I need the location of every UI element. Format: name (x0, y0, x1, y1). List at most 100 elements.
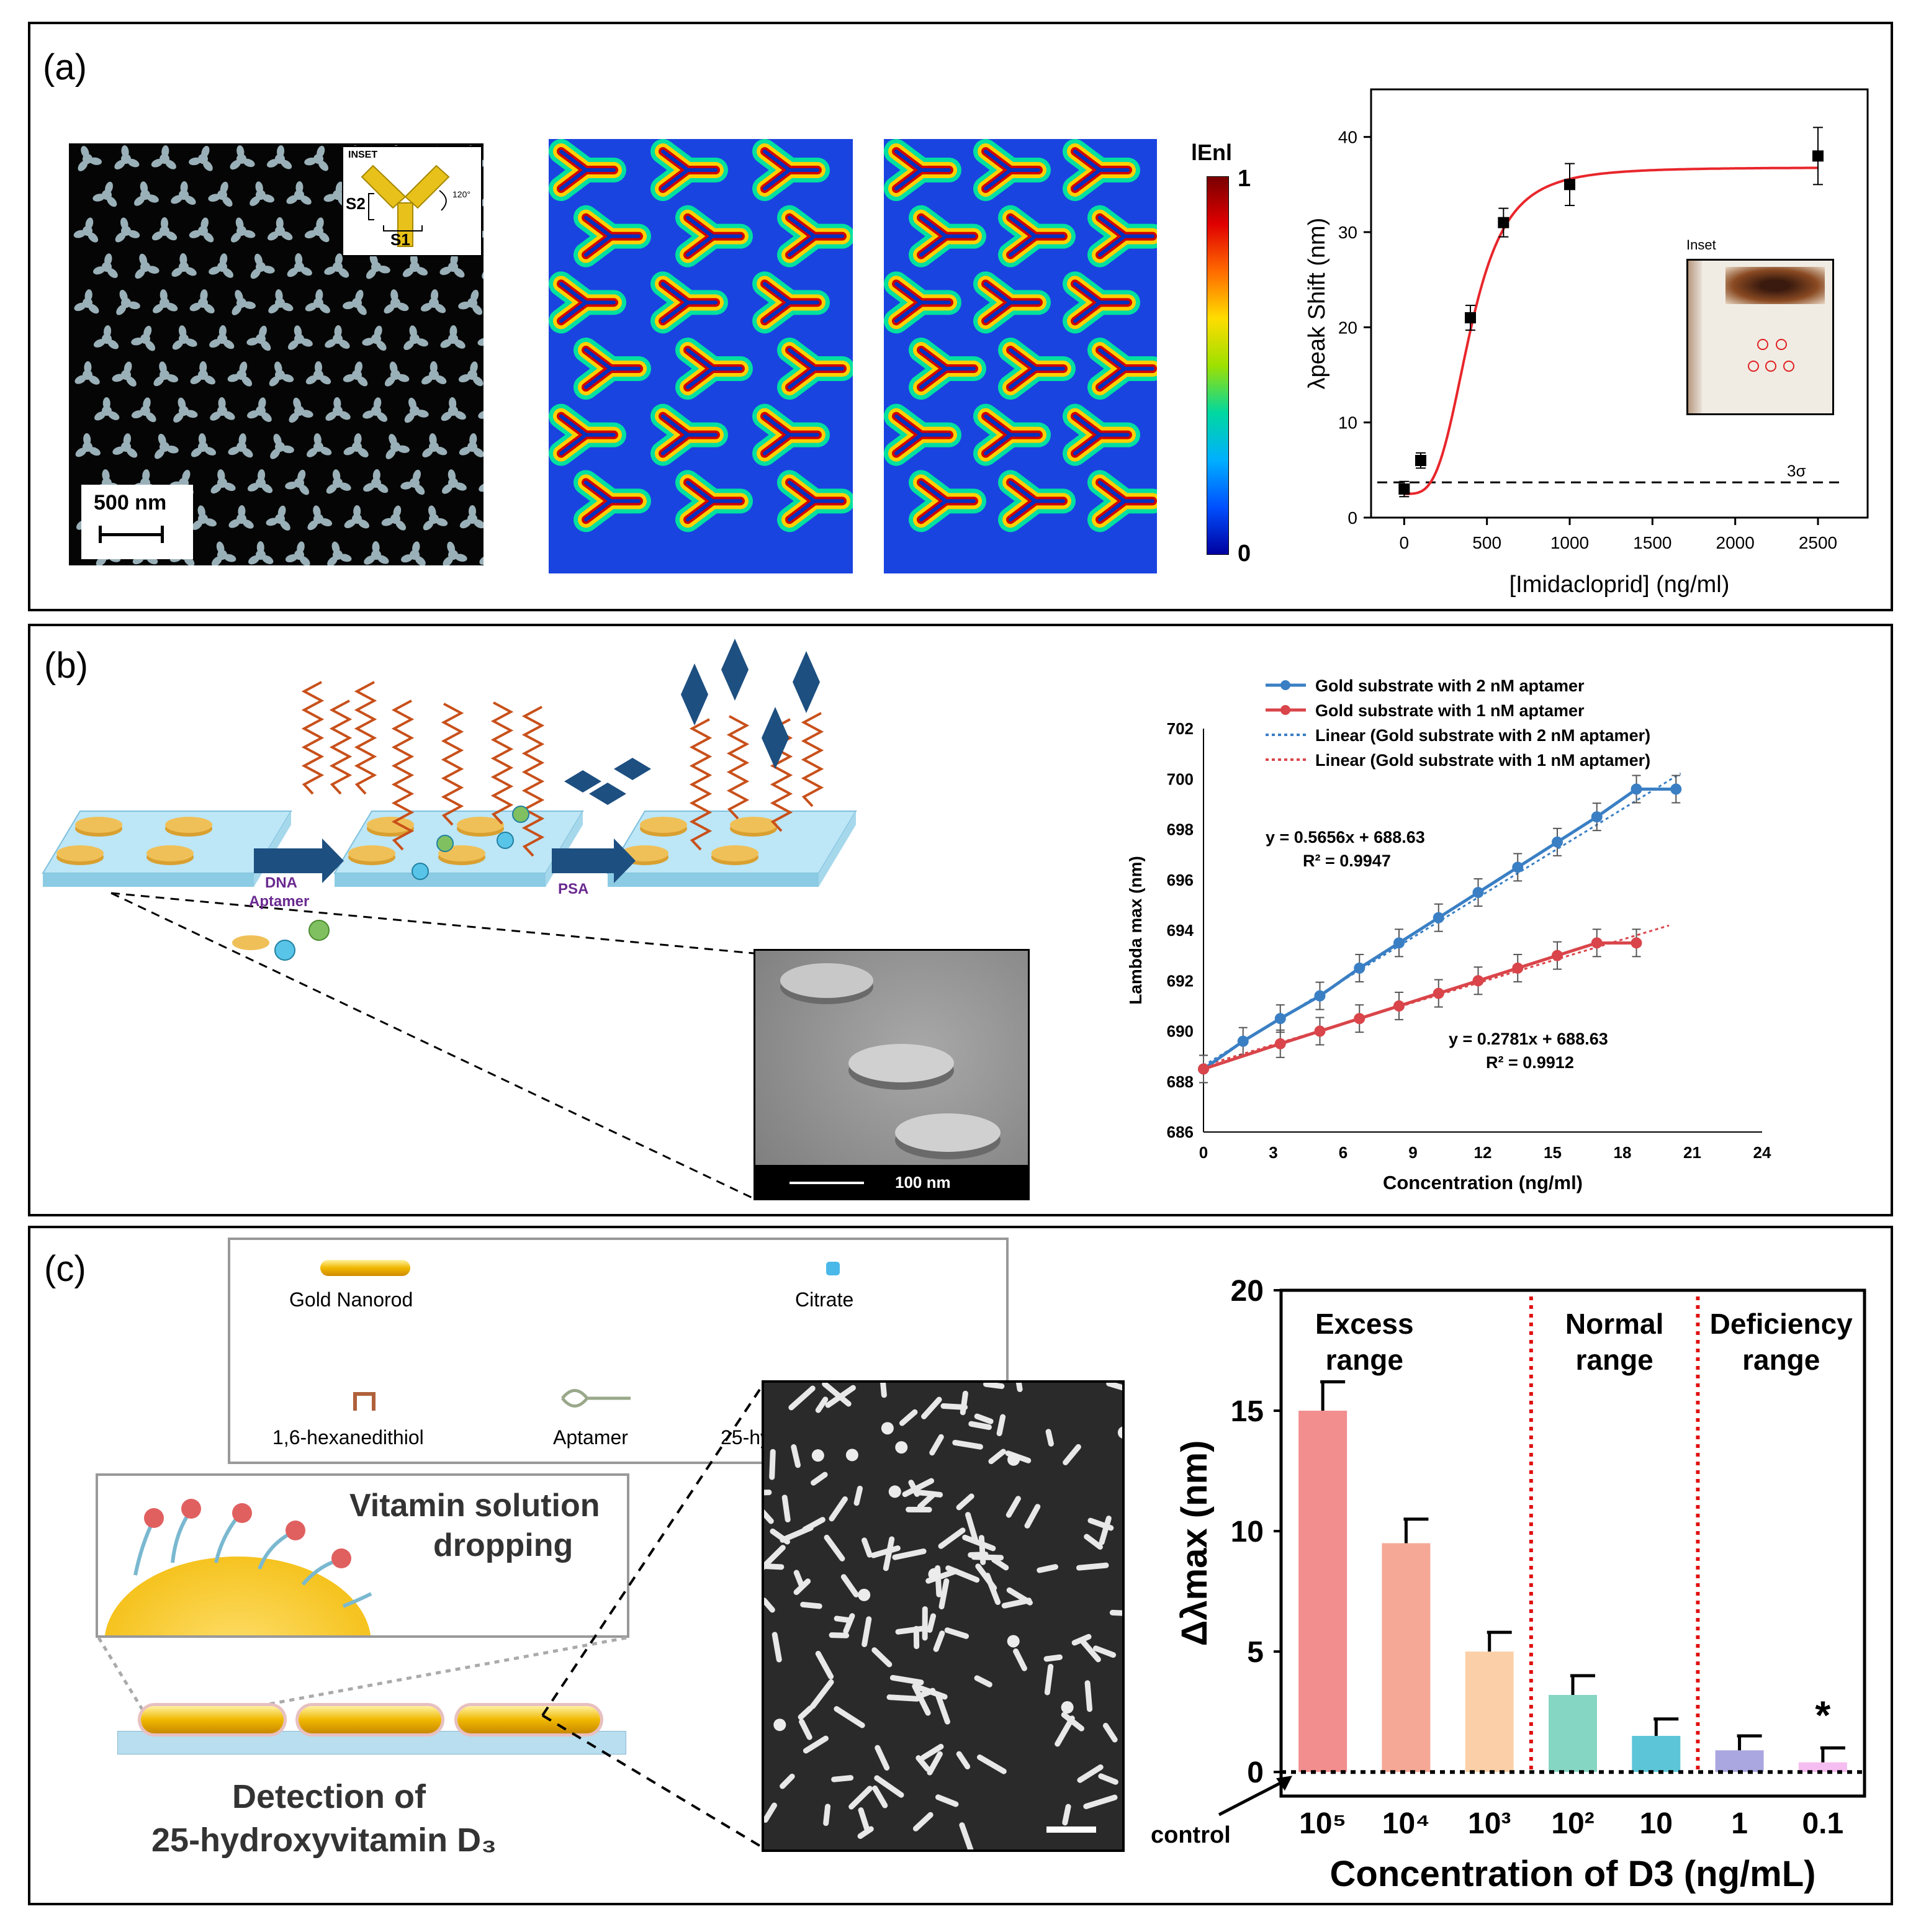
nanostructure (92, 181, 117, 207)
nanorod (764, 1545, 786, 1570)
y-tick-label: 694 (1167, 921, 1194, 940)
nanorod (952, 1439, 983, 1450)
range-label: Deficiency (1710, 1308, 1853, 1340)
nanorod (843, 1613, 855, 1634)
x-tick-label: 3 (1269, 1143, 1277, 1162)
nanorod (791, 1444, 801, 1468)
sem-disk-image: 100 nm (754, 949, 1030, 1200)
data-point (1415, 455, 1426, 466)
thiol-atom (436, 835, 454, 852)
nanosphere (888, 1485, 901, 1498)
zoom-guide (110, 892, 754, 1200)
field-hotspot (1087, 338, 1157, 400)
nanorod-2 (299, 1706, 441, 1733)
nanosphere (928, 1568, 941, 1581)
nanorod (834, 1615, 853, 1624)
x-tick-label: 0 (1199, 1143, 1208, 1162)
x-tick-label: 2500 (1799, 533, 1837, 552)
nanostructure (266, 505, 290, 531)
nanorod (1084, 1680, 1093, 1712)
range-label: range (1576, 1344, 1653, 1376)
x-tick-label: 10⁵ (1299, 1807, 1346, 1840)
field-hotspot (752, 271, 830, 334)
nanorod (858, 1807, 870, 1831)
substrate (117, 1731, 626, 1755)
nanostructure (344, 505, 369, 529)
nanostructure (228, 505, 254, 529)
y-tick-label: 686 (1167, 1123, 1194, 1141)
nanostructure (384, 289, 409, 314)
y-tick-label: 690 (1167, 1022, 1194, 1041)
psa-protein (681, 663, 708, 726)
dna-strand (441, 703, 464, 826)
step-aptamer-label: Aptamer (249, 893, 310, 910)
range-label: range (1742, 1344, 1820, 1376)
scale-bar (100, 533, 162, 536)
x-tick-label: 24 (1753, 1143, 1771, 1162)
nanostructure (305, 289, 330, 313)
nanostructure (327, 541, 352, 565)
y-shape-icon (361, 164, 450, 247)
nanorod (921, 1396, 942, 1419)
y-tick-label: 20 (1338, 318, 1357, 337)
range-label: Excess (1315, 1308, 1414, 1340)
nanorod (872, 1786, 888, 1808)
x-tick-label: 15 (1544, 1143, 1562, 1162)
field-hotspot (909, 470, 986, 532)
nanostructure (402, 253, 428, 277)
x-tick-label: 6 (1339, 1143, 1347, 1162)
nanorod (1109, 1609, 1122, 1616)
nanostructure (153, 289, 178, 313)
nanostructure (248, 541, 274, 565)
field-hotspot (777, 338, 853, 400)
nanostructure (423, 505, 448, 531)
nanostructure (326, 469, 351, 494)
bar (1382, 1543, 1431, 1772)
y-tick-label: 10 (1338, 413, 1357, 433)
nanorod (780, 1773, 795, 1789)
x-tick-label: 0 (1400, 533, 1410, 552)
nanorod (1013, 1648, 1027, 1671)
gold-disk-top (711, 845, 758, 861)
citrate-icon (826, 1262, 840, 1275)
step-psa-label: PSA (558, 881, 589, 897)
nanostructure (304, 145, 329, 171)
nanorod (956, 1493, 974, 1511)
glass-edge (608, 873, 819, 887)
gold-disk-top (621, 845, 668, 861)
dna-strand (770, 718, 793, 832)
nanorod (938, 1578, 950, 1610)
nanostructure (403, 325, 428, 350)
nanostructure (210, 469, 236, 494)
nanorod (793, 1570, 804, 1588)
nanostructure (287, 253, 312, 277)
panel-a: (a) 500 nm INSET 120° S2 S1 (28, 22, 1893, 611)
nanostructure (307, 505, 333, 531)
control-arrow (1218, 1777, 1289, 1817)
nanorod (1062, 1804, 1071, 1826)
field-hotspot (884, 139, 961, 201)
legend-gold: Gold Nanorod (289, 1288, 413, 1311)
nanorod (831, 1775, 854, 1782)
colorbar-max: 1 (1238, 166, 1251, 192)
nanorod (800, 1601, 822, 1609)
nanostructure (324, 253, 349, 278)
nanorod (862, 1616, 872, 1647)
surface-zoom-box: Vitamin solution dropping (96, 1473, 629, 1638)
nanorod (1099, 1516, 1112, 1545)
nanostructure (135, 253, 160, 279)
y-tick-label: 696 (1167, 871, 1194, 889)
nanorod (968, 1421, 992, 1431)
colorbar-label: lEnl (1191, 140, 1233, 165)
field-hotspot (884, 271, 961, 334)
nanostructure (192, 505, 217, 530)
nanorod (798, 1705, 813, 1720)
nanorod (1055, 1715, 1075, 1747)
zoom-guide (110, 892, 754, 955)
y-tick-label: 20 (1231, 1275, 1264, 1308)
data-point (1354, 1013, 1365, 1025)
gold-disk-top (146, 845, 194, 861)
thiol-atom (497, 832, 514, 849)
field-hotspot (574, 338, 651, 400)
nanorod (996, 1414, 1006, 1437)
